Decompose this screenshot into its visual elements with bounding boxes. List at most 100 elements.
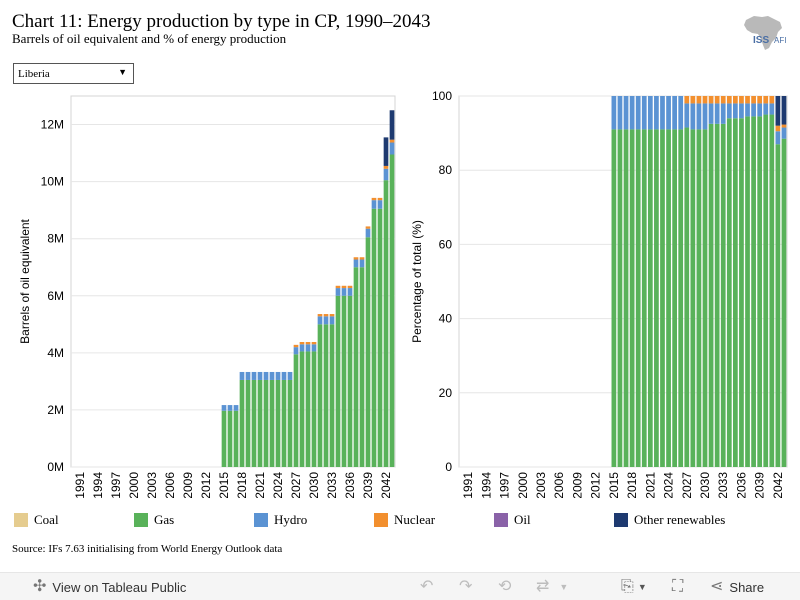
redo-button[interactable]: ↷ xyxy=(459,573,472,600)
right-bar-other-renewables xyxy=(775,96,781,126)
right-bar-hydro xyxy=(781,127,787,139)
tableau-toolbar: ✣ View on Tableau Public ↶ ↷ ⟲ ⇄ ▼ ⎘ ▼ ⛶ ⋖… xyxy=(0,572,800,600)
right-bar-gas xyxy=(745,116,750,467)
right-y-tick-label: 100 xyxy=(432,89,452,103)
right-y-tick-label: 60 xyxy=(439,237,453,251)
left-bar-hydro xyxy=(305,344,311,352)
right-bar-hydro xyxy=(672,96,677,130)
right-bar-hydro xyxy=(623,96,629,130)
refresh-button[interactable]: ⇄ ▼ xyxy=(536,573,568,600)
source-note: Source: IFs 7.63 initialising from World… xyxy=(12,543,283,555)
left-bar-gas xyxy=(221,410,227,467)
right-bar-gas xyxy=(647,129,653,467)
right-bar-gas xyxy=(751,116,756,467)
right-bar-hydro xyxy=(720,103,726,124)
left-bar-hydro xyxy=(353,259,359,268)
left-bar-gas xyxy=(251,379,257,467)
right-bar-gas xyxy=(726,118,732,467)
right-plot-frame xyxy=(458,95,788,468)
right-bar-gas xyxy=(666,129,671,467)
left-bar-nuclear xyxy=(299,342,305,345)
left-bar-gas xyxy=(365,237,371,467)
download-button[interactable]: ⎘ ▼ xyxy=(621,573,647,600)
share-button[interactable]: ⋖ Share xyxy=(710,573,764,600)
legend-swatch-coal xyxy=(14,513,28,527)
revert-icon: ⟲ xyxy=(498,578,512,595)
left-x-tick-label: 1991 xyxy=(73,472,87,498)
tableau-logo-icon: ✣ xyxy=(33,578,47,595)
left-y-tick-label: 10M xyxy=(41,175,64,189)
left-bar-nuclear xyxy=(317,314,323,317)
right-bar-gas xyxy=(757,116,763,467)
right-x-tick-label: 2021 xyxy=(643,472,657,498)
view-on-tableau-button[interactable]: ✣ View on Tableau Public xyxy=(33,573,186,600)
legend-swatch-gas xyxy=(134,513,148,527)
legend-label-hydro: Hydro xyxy=(274,512,308,527)
right-bar-hydro xyxy=(629,96,635,130)
left-bar-hydro xyxy=(377,200,383,209)
africa-map-icon xyxy=(744,16,782,50)
left-bar-gas xyxy=(257,379,263,467)
left-y-tick-label: 4M xyxy=(47,346,64,360)
left-bar-hydro xyxy=(359,259,365,268)
fullscreen-button[interactable]: ⛶ xyxy=(672,573,683,600)
left-bar-hydro xyxy=(323,316,329,325)
legend-item-nuclear[interactable]: Nuclear xyxy=(374,508,435,532)
left-bar-nuclear xyxy=(335,285,341,289)
right-bar-nuclear xyxy=(726,96,732,104)
right-bar-gas xyxy=(708,123,714,467)
left-bar-hydro xyxy=(311,344,317,352)
left-x-tick-label: 2039 xyxy=(361,472,375,498)
left-x-tick-label: 2015 xyxy=(217,472,231,498)
right-y-tick-label: 40 xyxy=(439,312,453,326)
right-y-axis-label: Percentage of total (%) xyxy=(410,220,424,343)
left-bar-hydro xyxy=(317,316,323,325)
right-bar-nuclear xyxy=(775,125,781,132)
left-bar-hydro xyxy=(347,288,353,296)
left-x-tick-label: 2009 xyxy=(181,472,195,498)
right-bar-hydro xyxy=(617,96,623,130)
right-bar-hydro xyxy=(684,103,690,128)
left-bar-hydro xyxy=(263,371,269,380)
right-bar-gas xyxy=(769,114,775,468)
right-bar-hydro xyxy=(702,103,708,130)
left-x-tick-label: 2042 xyxy=(379,472,393,498)
legend-item-hydro[interactable]: Hydro xyxy=(254,508,307,532)
right-bar-hydro xyxy=(726,103,732,119)
revert-button[interactable]: ⟲ xyxy=(498,573,511,600)
refresh-icon: ⇄ xyxy=(536,578,550,595)
left-x-tick-label: 2012 xyxy=(199,472,213,498)
left-bar-hydro xyxy=(275,371,281,380)
left-bar-nuclear xyxy=(359,257,365,260)
country-filter-dropdown[interactable]: Liberia ▼ xyxy=(13,63,134,84)
legend-item-gas[interactable]: Gas xyxy=(134,508,174,532)
left-bar-nuclear xyxy=(371,197,377,201)
left-x-tick-label: 2024 xyxy=(271,472,285,498)
right-bar-hydro xyxy=(641,96,647,130)
left-plot-frame xyxy=(70,95,396,468)
left-bar-gas xyxy=(233,410,239,467)
left-bar-hydro xyxy=(299,344,305,352)
undo-button[interactable]: ↶ xyxy=(420,573,433,600)
legend-item-other-renewables[interactable]: Other renewables xyxy=(614,508,725,532)
right-bar-hydro xyxy=(666,96,671,130)
right-bar-nuclear xyxy=(769,96,775,104)
legend-item-oil[interactable]: Oil xyxy=(494,508,531,532)
right-bar-nuclear xyxy=(763,96,769,104)
left-x-tick-label: 2003 xyxy=(145,472,159,498)
right-bar-hydro xyxy=(751,103,756,117)
right-bar-hydro xyxy=(678,96,684,130)
right-bar-gas xyxy=(720,123,726,467)
chart-subtitle: Barrels of oil equivalent and % of energ… xyxy=(12,31,287,46)
left-bar-nuclear xyxy=(353,257,359,260)
logo-iss-text: ISS xyxy=(753,35,769,46)
left-x-tick-label: 2000 xyxy=(127,472,141,498)
right-bar-hydro xyxy=(733,103,738,119)
legend-item-coal[interactable]: Coal xyxy=(14,508,59,532)
right-x-tick-label: 1991 xyxy=(461,472,475,498)
left-x-tick-label: 1994 xyxy=(91,472,105,498)
right-bar-hydro xyxy=(611,96,617,130)
download-icon: ⎘ xyxy=(621,578,634,595)
left-bar-hydro xyxy=(227,405,233,411)
issafrica-logo[interactable]: ISS AFI xyxy=(736,12,792,54)
